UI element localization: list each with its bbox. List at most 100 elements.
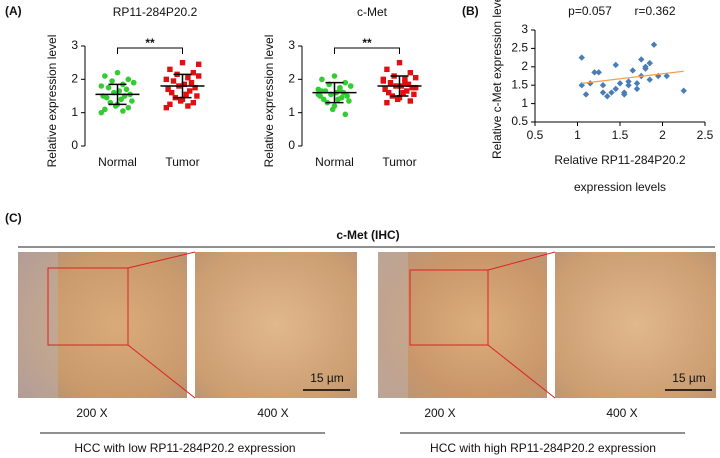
point [616, 80, 624, 87]
point [105, 84, 112, 91]
point [587, 80, 594, 87]
point [646, 59, 653, 67]
ihc-title: c-Met (IHC) [336, 228, 399, 242]
point [167, 66, 173, 73]
point [109, 78, 115, 84]
point [400, 89, 406, 96]
y-axis-label: Relative expression level [45, 35, 59, 168]
point [612, 85, 619, 93]
stroma [378, 252, 408, 398]
image-400x-low [195, 252, 357, 398]
point [120, 108, 126, 114]
point [347, 83, 354, 89]
point [404, 88, 410, 94]
point [638, 56, 645, 63]
y-axis-label: Relative expression level [262, 35, 276, 168]
point [599, 89, 607, 96]
inset-line [127, 251, 196, 269]
point [680, 87, 687, 94]
inset-box [47, 267, 129, 346]
point [396, 59, 403, 66]
panel-label: (C) [5, 211, 22, 225]
point [165, 86, 171, 93]
x-tick-label: 2.5 [697, 128, 714, 142]
y-tick-label: 1.5 [511, 77, 528, 91]
y-tick-label: 0 [288, 138, 295, 152]
significance-bracket [334, 47, 400, 54]
chart-title: RP11-284P20.2 [113, 5, 198, 19]
point [413, 84, 419, 91]
point [599, 82, 607, 89]
y-tick-label: 3 [521, 22, 528, 36]
x-tick-label: 2 [659, 128, 666, 142]
point [407, 69, 413, 76]
magnification: 400 X [257, 406, 288, 420]
point [196, 61, 202, 68]
panel-label: (B) [462, 4, 479, 18]
point [633, 80, 641, 87]
point [578, 54, 585, 61]
point [329, 106, 336, 113]
point [319, 76, 325, 83]
point [402, 79, 408, 86]
point [650, 41, 658, 48]
caption: HCC with low RP11-284P20.2 expression [74, 441, 295, 455]
point [190, 99, 196, 106]
point [582, 91, 590, 98]
point [384, 99, 390, 106]
y-tick-label: 1 [521, 96, 528, 110]
point [382, 86, 388, 93]
x-tick-label: Normal [98, 155, 137, 169]
x-tick-label: 0.5 [527, 128, 544, 142]
annotation: r=0.362 [634, 4, 675, 18]
point [405, 81, 412, 88]
point [190, 69, 196, 76]
point [409, 84, 415, 91]
point [98, 83, 105, 89]
point [342, 111, 349, 118]
point [118, 96, 124, 103]
annotation: p=0.057 [568, 4, 612, 18]
point [185, 74, 191, 81]
y-tick-label: 3 [71, 38, 78, 52]
magnification: 200 X [424, 406, 455, 420]
point [411, 91, 417, 98]
point [625, 78, 632, 85]
point [114, 69, 121, 76]
point [395, 96, 401, 103]
x-tick-label: 1.5 [612, 128, 629, 142]
inset-line [487, 251, 556, 271]
point [179, 59, 186, 66]
point [123, 86, 130, 93]
x-axis-label: Relative RP11-284P20.2 [554, 153, 686, 167]
point [98, 109, 105, 116]
point [163, 104, 169, 111]
point [387, 79, 394, 86]
point [170, 78, 177, 84]
point [163, 76, 169, 83]
point [633, 85, 641, 93]
x-axis-label: expression levels [574, 180, 666, 194]
y-tick-label: 0 [71, 138, 78, 152]
point [331, 73, 338, 79]
point [125, 104, 132, 111]
point [130, 79, 137, 86]
scale-label: 15 µm [672, 371, 706, 385]
point [346, 98, 352, 104]
point [178, 98, 184, 104]
panel-label: (A) [5, 4, 22, 18]
point [384, 66, 390, 73]
point [402, 76, 408, 83]
y-tick-label: 2.5 [511, 41, 528, 55]
point [407, 98, 413, 104]
point [342, 79, 349, 86]
point [344, 93, 350, 99]
y-axis-label: Relative c-Met expression levels [490, 0, 504, 159]
chart-title: c-Met [357, 5, 388, 19]
magnification: 200 X [76, 406, 107, 420]
y-tick-label: 2 [71, 72, 78, 86]
y-tick-label: 3 [288, 38, 295, 52]
y-tick-label: 2 [288, 72, 295, 86]
magnification: 400 X [606, 406, 637, 420]
